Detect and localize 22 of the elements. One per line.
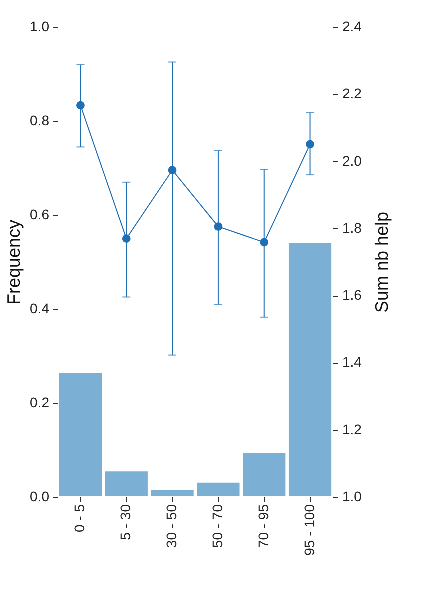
y2-axis-title: Sum nb help — [372, 212, 392, 314]
y2-tick-label: 2.4 — [342, 18, 362, 34]
y-tick-label: 0.8 — [30, 112, 50, 128]
y-axis-title: Frequency — [4, 220, 24, 306]
y-tick-label: 0.6 — [30, 206, 50, 222]
y2-tick-label: 1.4 — [342, 354, 362, 370]
x-tick-label: 30 - 50 — [164, 504, 180, 548]
x-tick-label: 70 - 95 — [255, 504, 272, 548]
y2-tick-label: 1.8 — [342, 220, 362, 236]
y2-tick-label: 2.0 — [342, 152, 362, 169]
x-tick-label: 95 - 100 — [301, 504, 318, 556]
y-tick-label: 0.0 — [30, 488, 50, 504]
y2-tick-label: 1.2 — [342, 421, 362, 438]
x-tick-label: 0 - 5 — [72, 504, 88, 533]
y2-tick-label: 2.2 — [342, 86, 362, 102]
y2-tick-label: 1.6 — [342, 287, 362, 304]
x-tick-label: 50 - 70 — [209, 504, 226, 548]
x-tick-label: 5 - 30 — [118, 504, 134, 540]
y-tick-label: 0.4 — [30, 300, 50, 316]
y2-tick-label: 1.0 — [342, 488, 362, 504]
y-tick-label: 1.0 — [30, 18, 50, 34]
y-tick-label: 0.2 — [30, 394, 50, 410]
